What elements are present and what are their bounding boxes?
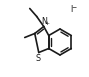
Text: −: − bbox=[71, 4, 77, 9]
Text: N: N bbox=[41, 17, 47, 26]
Text: I: I bbox=[70, 4, 72, 13]
Text: S: S bbox=[35, 54, 40, 63]
Text: +: + bbox=[45, 20, 50, 25]
